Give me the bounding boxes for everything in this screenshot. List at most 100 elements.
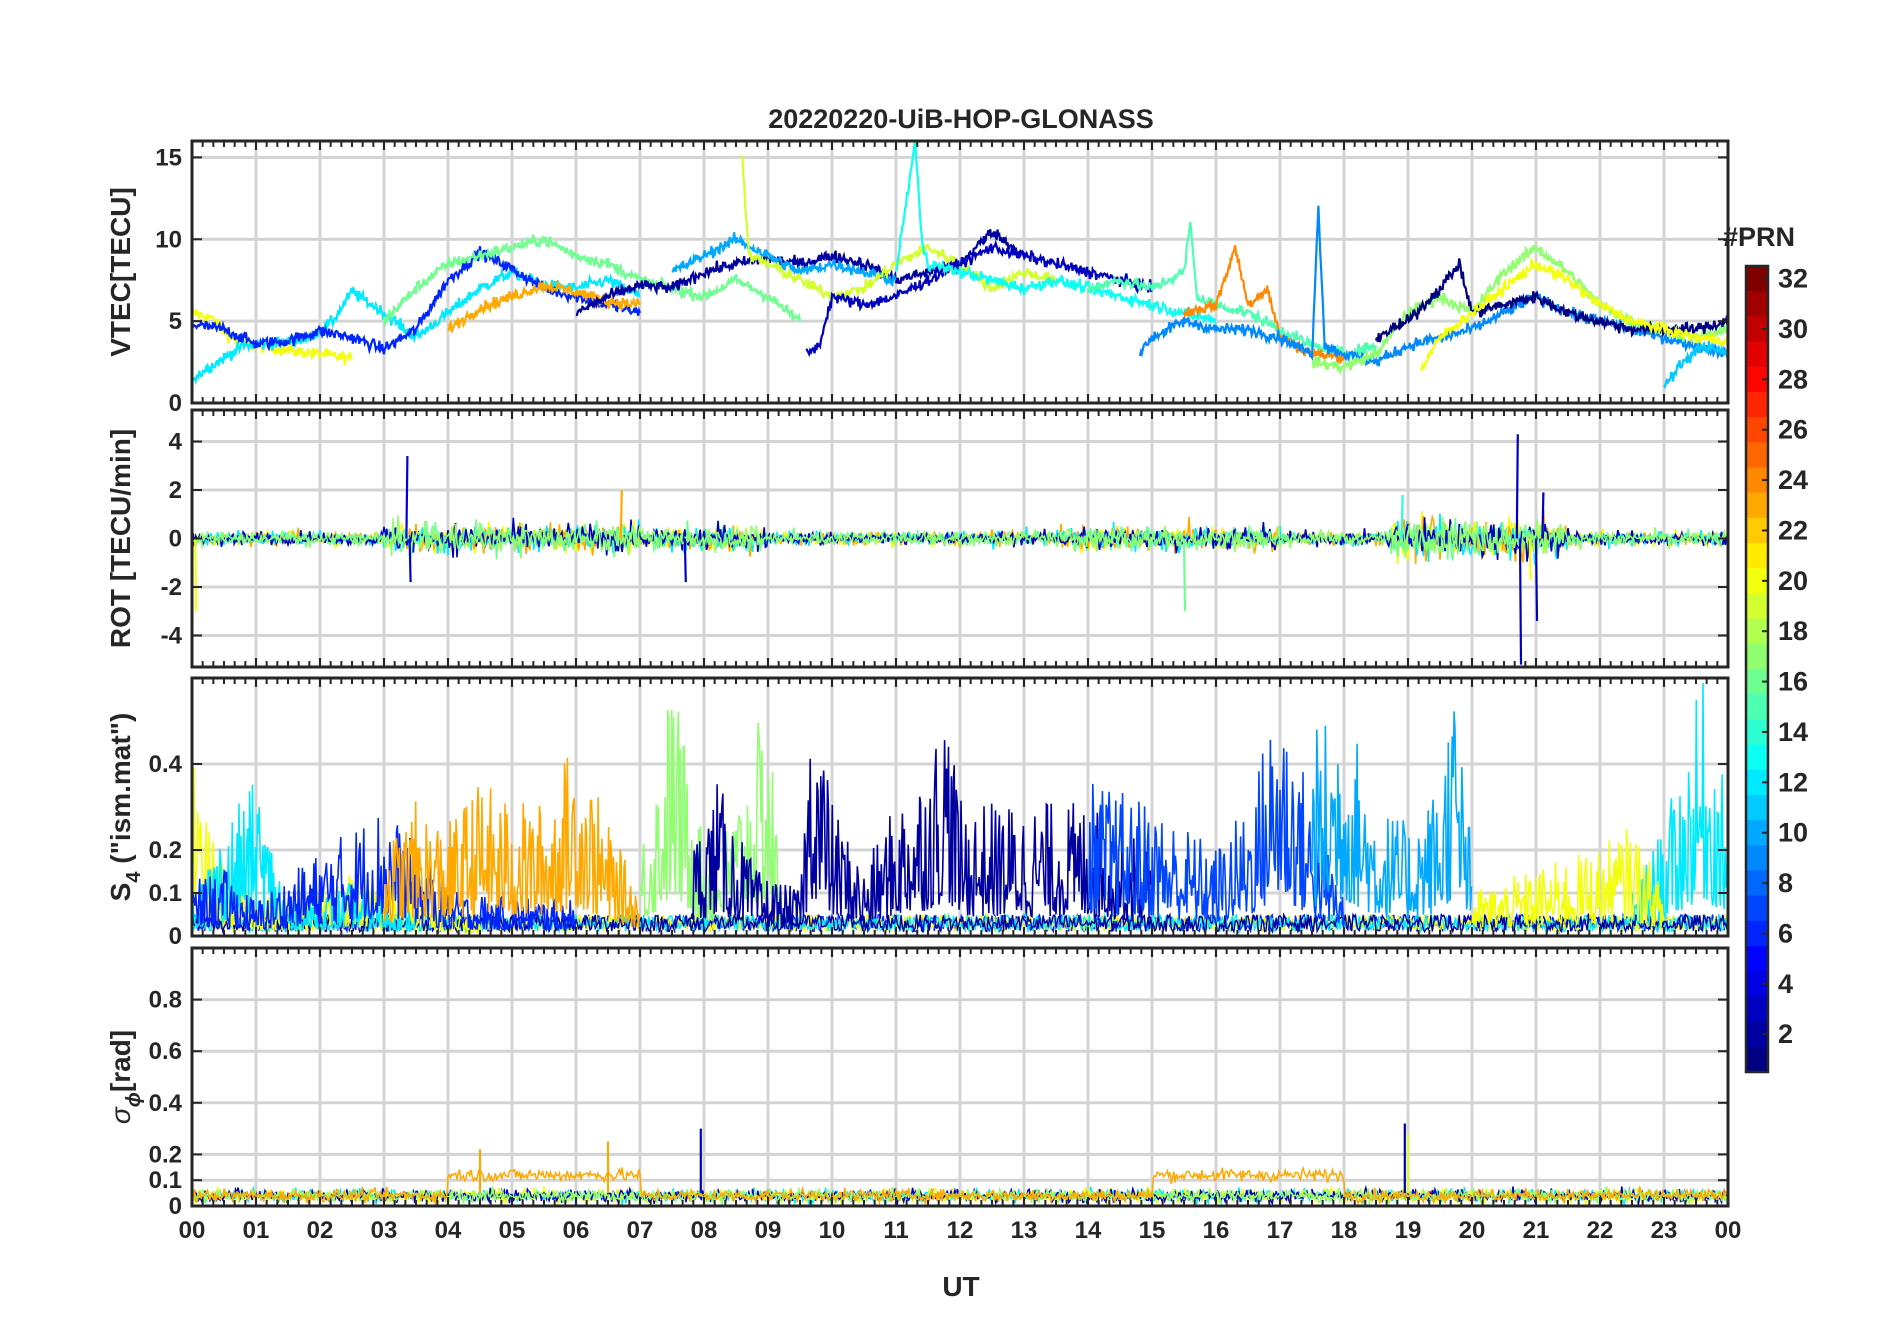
colorbar-segment: [1746, 417, 1768, 443]
colorbar-tick-label: 14: [1778, 717, 1808, 747]
vtec-series-prn-6: [192, 246, 642, 355]
x-tick-label: 00: [179, 1217, 206, 1244]
rot-spike: [405, 456, 409, 539]
y-tick-label: 0: [169, 390, 182, 417]
vtec-series-prn-17: [1311, 244, 1728, 376]
colorbar-tick-label: 22: [1778, 515, 1808, 545]
y-tick-label: 0.6: [149, 1038, 182, 1065]
rot-series-prn-17: [192, 515, 1728, 559]
x-tick-label: 23: [1651, 1217, 1678, 1244]
y-axis-label: VTEC[TECU]: [105, 187, 136, 357]
colorbar-tick-label: 32: [1778, 264, 1808, 294]
colorbar-tick-label: 2: [1778, 1019, 1793, 1049]
s4-panel: 0 0.1 0.2 0.4S4 ("ism.mat"): [105, 676, 1730, 950]
x-tick-label: 06: [563, 1217, 590, 1244]
rot-series-prn-3: [192, 517, 1728, 562]
y-tick-label: 0.2: [149, 1141, 182, 1168]
colorbar-segment: [1746, 366, 1768, 393]
x-tick-label: 17: [1267, 1217, 1294, 1244]
rot-spike: [1528, 538, 1532, 580]
colorbar-title: #PRN: [1723, 222, 1795, 252]
rot-series-prn-23: [192, 509, 1728, 565]
colorbar-segment: [1746, 266, 1768, 292]
y-tick-label: 0: [169, 1193, 182, 1220]
y-tick-label: 2: [169, 477, 182, 504]
vtec-series-prn-15: [1086, 221, 1378, 360]
colorbar-segment: [1746, 543, 1768, 569]
y-axis-label: ROT [TECU/min]: [105, 429, 136, 648]
x-tick-label: 08: [691, 1217, 718, 1244]
colorbar-segment: [1746, 744, 1768, 771]
y-axis-label: S4 ("ism.mat"): [105, 713, 145, 902]
rot-spike: [1515, 434, 1519, 539]
s4-series-prn-20: [1471, 828, 1664, 930]
s4-baseline-prn-2: [192, 911, 1728, 935]
vtec-series-prn-16: [382, 234, 802, 328]
colorbar-segment: [1746, 291, 1768, 317]
s4-series-prn-2: [690, 740, 1152, 932]
x-tick-label: 11: [883, 1217, 908, 1244]
rot-spike: [1400, 494, 1404, 539]
colorbar-tick-label: 26: [1778, 415, 1808, 445]
s4-series-prn-10: [1311, 711, 1473, 920]
colorbar-segment: [1746, 492, 1768, 519]
x-tick-label: 16: [1203, 1217, 1230, 1244]
vtec-series-prn-24: [1182, 245, 1346, 365]
y-tick-label: 0.4: [149, 751, 183, 778]
colorbar-tick-label: 8: [1778, 868, 1793, 898]
x-tick-label: 02: [307, 1217, 334, 1244]
rot-spike: [1182, 538, 1187, 612]
colorbar-segment: [1746, 1046, 1768, 1073]
colorbar-segment: [1746, 593, 1768, 620]
colorbar-segment: [1746, 971, 1768, 998]
colorbar-segment: [1746, 467, 1768, 494]
y-tick-label: 0.4: [149, 1090, 183, 1117]
s4-series-prn-12: [192, 784, 417, 935]
colorbar-segment: [1746, 996, 1768, 1023]
colorbar-segment: [1746, 669, 1768, 695]
vtec-series-prn-9: [1138, 205, 1728, 367]
y-tick-label: 0.1: [149, 1167, 182, 1194]
s4-series-prn-7: [1087, 739, 1345, 928]
colorbar-segment: [1746, 845, 1768, 872]
x-tick-label: 12: [947, 1217, 974, 1244]
colorbar-tick-label: 12: [1778, 767, 1808, 797]
colorbar-tick-label: 6: [1778, 918, 1793, 948]
rot-series-prn-12: [192, 513, 1728, 565]
x-tick-label: 03: [371, 1217, 398, 1244]
rot-spike: [194, 538, 198, 612]
rot-spike: [619, 489, 623, 539]
y-tick-label: 5: [169, 308, 182, 335]
vtec-panel: 0 5 10 15 VTEC[TECU]: [105, 139, 1730, 417]
x-tick-label: 14: [1075, 1217, 1102, 1244]
colorbar-segment: [1746, 870, 1768, 897]
y-tick-label: 0: [169, 923, 182, 950]
colorbar-segment: [1746, 517, 1768, 544]
vtec-series-prn-3: [805, 239, 1154, 358]
y-tick-label: 4: [169, 429, 183, 456]
rot-spike: [1534, 538, 1539, 621]
colorbar-segment: [1746, 895, 1768, 922]
y-tick-label: -2: [161, 574, 182, 601]
y-tick-label: 0.8: [149, 987, 182, 1014]
rot-spike: [408, 538, 412, 583]
colorbar-tick-label: 24: [1778, 465, 1808, 495]
colorbar-segment: [1746, 391, 1768, 418]
colorbar-segment: [1746, 769, 1768, 796]
colorbar-segment: [1746, 1021, 1768, 1048]
x-tick-label: 04: [435, 1217, 462, 1244]
y-tick-label: 0.2: [149, 837, 182, 864]
y-tick-label: -4: [161, 622, 183, 649]
chart-title: 20220220-UiB-HOP-GLONASS: [768, 104, 1154, 134]
vtec-series-prn-13: [895, 141, 1217, 325]
x-tick-label: 22: [1587, 1217, 1614, 1244]
colorbar-tick-label: 10: [1778, 818, 1808, 848]
vtec-series-prn-23: [447, 279, 642, 333]
x-tick-label: 00: [1715, 1217, 1742, 1244]
x-tick-label: 01: [243, 1217, 270, 1244]
rot-spike: [683, 538, 687, 583]
colorbar-segment: [1746, 643, 1768, 670]
rot-spike: [1541, 492, 1545, 539]
colorbar-segment: [1746, 694, 1768, 720]
